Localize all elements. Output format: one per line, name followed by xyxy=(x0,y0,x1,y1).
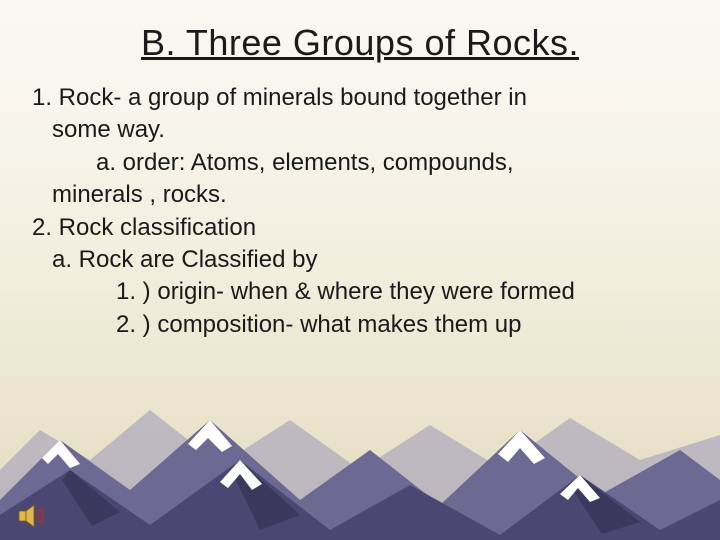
body-line: 1. Rock- a group of minerals bound toget… xyxy=(32,82,690,114)
body-line: 2. Rock classification xyxy=(32,212,690,244)
body-line: 2. ) composition- what makes them up xyxy=(32,309,690,341)
body-line: a. Rock are Classified by xyxy=(32,244,690,276)
speaker-icon xyxy=(18,504,46,528)
body-line: a. order: Atoms, elements, compounds, xyxy=(32,147,690,179)
slide-title: B. Three Groups of Rocks. xyxy=(30,22,690,64)
body-line: some way. xyxy=(32,114,690,146)
slide: B. Three Groups of Rocks. 1. Rock- a gro… xyxy=(0,0,720,540)
body-line: 1. ) origin- when & where they were form… xyxy=(32,276,690,308)
slide-body: 1. Rock- a group of minerals bound toget… xyxy=(30,82,690,341)
body-line: minerals , rocks. xyxy=(32,179,690,211)
